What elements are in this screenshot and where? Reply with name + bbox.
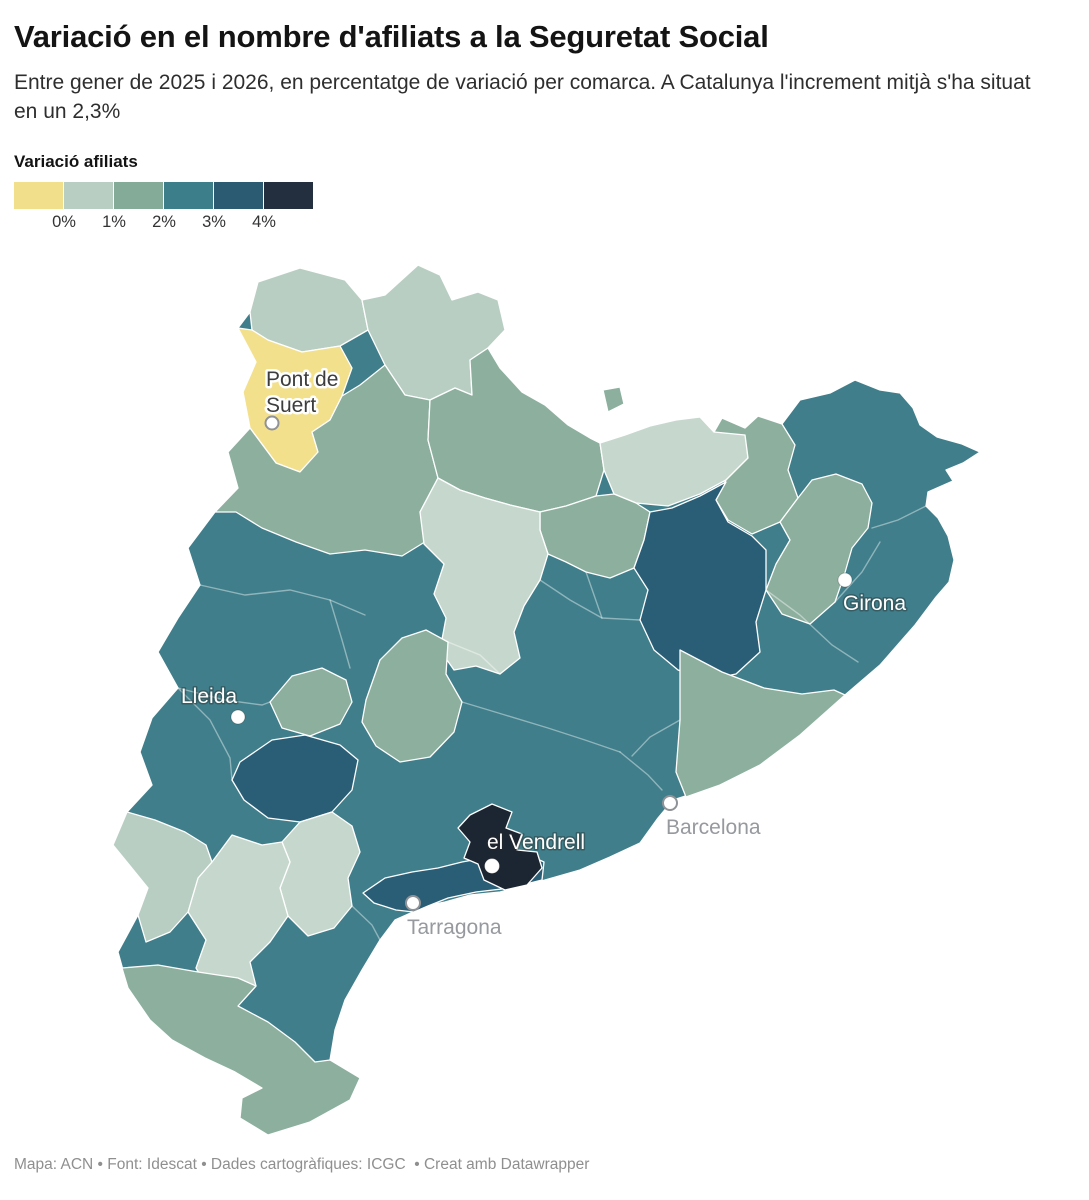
comarca-border-8 <box>619 751 663 791</box>
el-vendrell-marker-dot <box>484 858 500 874</box>
region-garrigues[interactable] <box>231 734 359 823</box>
legend-swatch-0 <box>14 182 63 209</box>
tarragona-marker-dot <box>405 895 421 911</box>
comarca-border-7 <box>585 571 603 619</box>
legend-swatch-2 <box>114 182 163 209</box>
comarca-border-0 <box>199 584 366 616</box>
legend-swatches <box>14 182 314 209</box>
girona-marker-dot <box>837 572 853 588</box>
legend-tick-labels: 0% 1% 2% 3% 4% <box>14 213 314 235</box>
region-solsones[interactable] <box>419 477 549 675</box>
region-montsia[interactable] <box>121 964 361 1136</box>
region-osona[interactable] <box>633 481 767 681</box>
region-baix-penedes[interactable] <box>457 803 543 891</box>
legend-title: Variació afiliats <box>14 152 138 171</box>
attribution-footer: Mapa: ACN • Font: Idescat • Dades cartog… <box>14 1156 590 1173</box>
chart-subtitle: Entre gener de 2025 i 2026, en percentat… <box>14 71 1031 124</box>
color-legend: Variació afiliats 0% 1% 2% 3% 4% <box>14 152 314 235</box>
comarca-border-12 <box>871 505 927 529</box>
legend-tick-1: 1% <box>102 213 126 231</box>
comarca-border-2 <box>177 687 271 706</box>
comarca-border-4 <box>461 701 621 753</box>
region-urgell-segarra[interactable] <box>361 629 463 763</box>
comarca-border-5 <box>447 641 501 675</box>
lleida-marker-dot <box>230 709 246 725</box>
barcelona-marker-dot <box>662 795 678 811</box>
region-maresme-valles[interactable] <box>675 649 846 798</box>
legend-tick-4: 4% <box>252 213 276 231</box>
comarca-border-6 <box>539 579 641 621</box>
pont-de-suert-marker-dot <box>264 415 280 431</box>
legend-swatch-5 <box>264 182 313 209</box>
barcelona-label: Barcelona <box>666 816 761 839</box>
tarragona-label: Tarragona <box>407 916 502 939</box>
pont-de-suert-label: Pont de Suert <box>266 368 338 417</box>
legend-tick-2: 2% <box>152 213 176 231</box>
region-terra-alta[interactable] <box>112 811 213 943</box>
comarca-border-9 <box>631 719 681 757</box>
region-pla-urgell[interactable] <box>269 667 353 737</box>
legend-tick-3: 3% <box>202 213 226 231</box>
comarca-border-3 <box>177 687 233 781</box>
header: Variació en el nombre d'afiliats a la Se… <box>14 18 1069 127</box>
legend-swatch-3 <box>164 182 213 209</box>
chart-title: Variació en el nombre d'afiliats a la Se… <box>14 19 769 54</box>
legend-swatch-1 <box>64 182 113 209</box>
comarca-border-1 <box>329 599 351 669</box>
region-border-exclave[interactable] <box>602 386 625 413</box>
comarca-border-11 <box>834 541 881 603</box>
region-garrotxa[interactable] <box>765 473 873 625</box>
region-ribera-ebre[interactable] <box>187 834 291 1007</box>
comarca-border-10 <box>765 589 859 663</box>
girona-label: Girona <box>843 592 906 615</box>
legend-swatch-4 <box>214 182 263 209</box>
comarca-border-13 <box>379 919 471 941</box>
legend-tick-0: 0% <box>52 213 76 231</box>
el-vendrell-label: el Vendrell <box>487 831 585 854</box>
lleida-label: Lleida <box>181 685 237 708</box>
comarca-border-14 <box>351 905 381 941</box>
